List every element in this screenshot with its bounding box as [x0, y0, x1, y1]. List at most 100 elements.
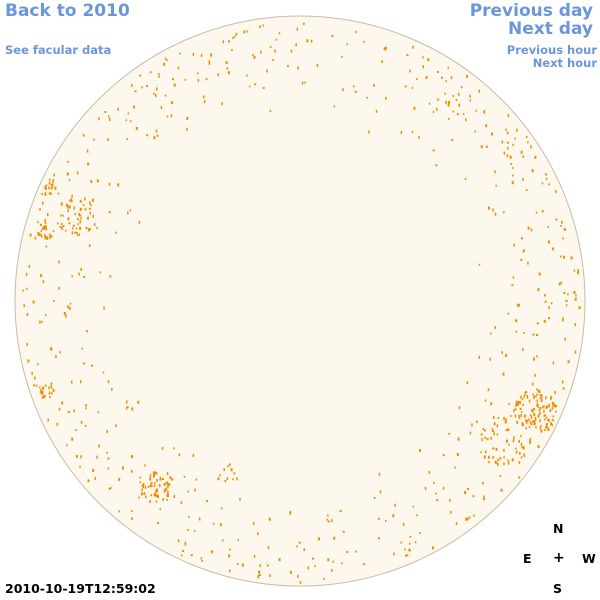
- facula-mark: [466, 74, 469, 78]
- facula-mark: [162, 498, 164, 501]
- facula-mark: [166, 494, 169, 498]
- facula-mark: [497, 416, 500, 419]
- facula-mark: [404, 548, 406, 551]
- facula-mark: [546, 426, 549, 429]
- facula-mark: [301, 81, 304, 85]
- facula-mark: [70, 198, 73, 202]
- facula-mark: [99, 271, 102, 274]
- facula-mark: [69, 199, 71, 202]
- facula-mark: [246, 74, 248, 77]
- facula-mark: [197, 78, 200, 82]
- facula-mark: [52, 230, 55, 232]
- facula-mark: [496, 424, 499, 428]
- facula-mark: [170, 101, 173, 105]
- facula-mark: [233, 472, 236, 475]
- facula-mark: [65, 203, 68, 207]
- facula-mark: [503, 456, 505, 459]
- see-facular-data-link[interactable]: See facular data: [5, 43, 112, 57]
- facula-mark: [419, 532, 421, 534]
- facula-mark: [567, 293, 569, 296]
- facula-mark: [45, 245, 48, 248]
- facula-mark: [450, 510, 452, 514]
- facula-mark: [168, 483, 171, 486]
- facula-mark: [483, 110, 486, 114]
- facula-mark: [543, 319, 546, 323]
- facula-mark: [145, 495, 147, 499]
- facula-mark: [89, 211, 92, 215]
- facula-mark: [237, 563, 239, 565]
- facula-mark: [272, 59, 274, 61]
- facula-mark: [468, 516, 471, 519]
- facula-mark: [195, 478, 198, 481]
- observation-timestamp: 2010-10-19T12:59:02: [5, 581, 156, 596]
- facula-mark: [48, 181, 51, 185]
- facula-mark: [81, 347, 83, 350]
- facula-mark: [522, 446, 525, 450]
- facula-mark: [333, 105, 336, 108]
- facula-mark: [346, 43, 348, 46]
- facula-mark: [23, 304, 25, 308]
- facula-mark: [48, 391, 51, 395]
- facula-mark: [26, 313, 29, 316]
- facula-mark: [484, 436, 487, 439]
- facula-mark: [318, 537, 320, 541]
- facula-mark: [543, 418, 546, 421]
- facula-mark: [527, 141, 529, 144]
- facula-mark: [480, 451, 482, 454]
- facula-mark: [505, 418, 507, 422]
- facula-mark: [67, 411, 70, 413]
- previous-day-link[interactable]: Previous day: [469, 1, 593, 21]
- facula-mark: [536, 322, 539, 325]
- facula-mark: [432, 149, 435, 152]
- facula-mark: [194, 488, 196, 492]
- facula-mark: [535, 426, 537, 429]
- facula-mark: [257, 532, 259, 536]
- facula-mark: [45, 186, 47, 190]
- facula-mark: [464, 177, 467, 180]
- facula-mark: [253, 55, 256, 59]
- facula-mark: [259, 564, 261, 568]
- facula-mark: [147, 485, 150, 488]
- facula-mark: [385, 96, 387, 100]
- facula-mark: [377, 517, 380, 520]
- facula-mark: [134, 90, 137, 93]
- facula-mark: [109, 118, 111, 121]
- facula-mark: [445, 100, 447, 104]
- facula-mark: [45, 314, 47, 317]
- facula-mark: [530, 423, 533, 426]
- facula-mark: [518, 414, 520, 418]
- facula-mark: [520, 414, 522, 417]
- facula-mark: [394, 503, 396, 507]
- facula-mark: [26, 287, 28, 290]
- facula-mark: [519, 451, 521, 455]
- facula-mark: [257, 575, 260, 579]
- facula-mark: [118, 510, 120, 513]
- facula-mark: [186, 127, 188, 131]
- facula-mark: [494, 212, 497, 216]
- facula-mark: [381, 60, 383, 64]
- previous-hour-link[interactable]: Previous hour: [506, 43, 597, 57]
- facula-mark: [77, 223, 79, 226]
- facula-mark: [503, 448, 505, 452]
- next-hour-link[interactable]: Next hour: [532, 56, 597, 70]
- facula-mark: [157, 522, 160, 524]
- facula-mark: [230, 468, 233, 472]
- facula-mark: [455, 99, 458, 101]
- back-to-year-link[interactable]: Back to 2010: [5, 1, 130, 21]
- facula-mark: [483, 495, 485, 499]
- facula-mark: [42, 227, 44, 231]
- facula-mark: [88, 244, 91, 248]
- facula-mark: [492, 455, 494, 459]
- compass-center-cross: +: [553, 550, 565, 566]
- facula-mark: [127, 112, 130, 115]
- facula-mark: [231, 49, 233, 51]
- facula-mark: [458, 92, 460, 96]
- facula-mark: [49, 347, 52, 350]
- next-day-link[interactable]: Next day: [508, 19, 593, 39]
- facula-mark: [503, 462, 505, 466]
- facula-mark: [366, 96, 368, 99]
- facula-mark: [68, 222, 71, 225]
- facula-mark: [108, 211, 111, 214]
- facula-mark: [79, 220, 81, 224]
- facula-mark: [543, 409, 545, 413]
